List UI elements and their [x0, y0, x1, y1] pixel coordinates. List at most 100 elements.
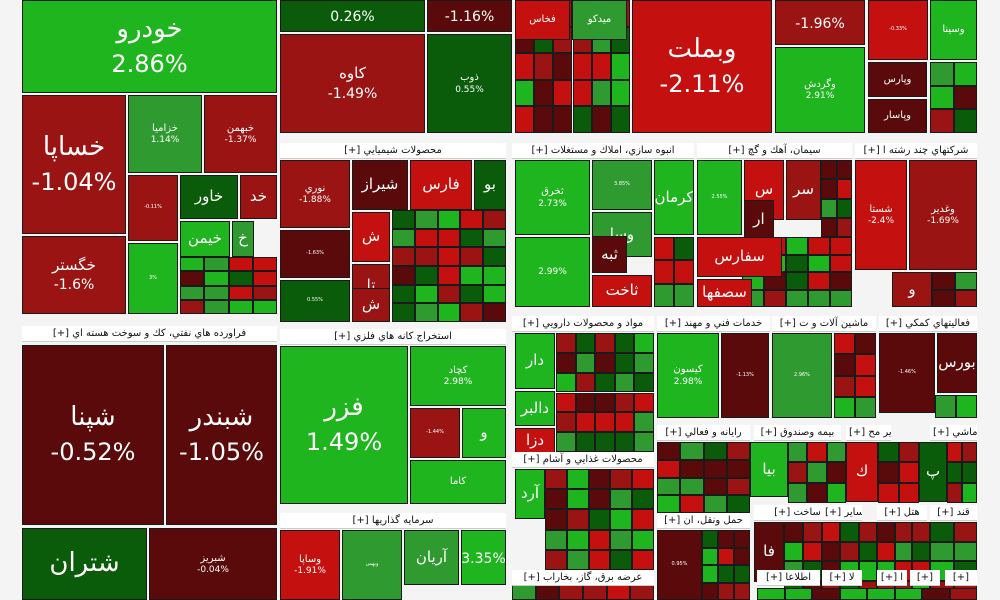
minor-stock-tile[interactable]: [718, 530, 734, 548]
minor-stock-tile[interactable]: [591, 53, 611, 80]
stock-tile[interactable]: و: [462, 408, 506, 458]
minor-stock-tile[interactable]: [614, 372, 635, 393]
minor-stock-tile[interactable]: [252, 271, 277, 286]
minor-stock-tile[interactable]: [460, 228, 484, 248]
minor-stock-tile[interactable]: [718, 582, 734, 600]
minor-stock-tile[interactable]: [632, 469, 654, 490]
stock-tile[interactable]: 2.96%: [772, 333, 832, 418]
minor-stock-tile[interactable]: [414, 284, 438, 304]
minor-stock-tile[interactable]: [803, 522, 822, 542]
minor-stock-tile[interactable]: [703, 459, 727, 478]
minor-stock-tile[interactable]: [595, 392, 615, 413]
minor-stock-tile[interactable]: [392, 303, 415, 322]
minor-stock-tile[interactable]: [726, 442, 750, 460]
minor-stock-tile[interactable]: [614, 432, 635, 452]
minor-stock-tile[interactable]: [572, 106, 592, 133]
minor-stock-tile[interactable]: [836, 198, 852, 218]
minor-stock-tile[interactable]: [572, 53, 592, 80]
stock-tile[interactable]: سفارس: [697, 237, 782, 277]
minor-stock-tile[interactable]: [614, 333, 635, 353]
stock-tile[interactable]: دزا: [515, 428, 555, 453]
minor-stock-tile[interactable]: [932, 289, 955, 307]
minor-stock-tile[interactable]: [566, 509, 589, 530]
minor-stock-tile[interactable]: [821, 198, 837, 218]
stock-tile[interactable]: 3.85%: [592, 160, 652, 210]
minor-stock-tile[interactable]: [953, 522, 977, 542]
sector-header[interactable]: [+] عرضه برق، گاز، بخاراب: [512, 570, 654, 586]
minor-stock-tile[interactable]: [610, 549, 633, 570]
minor-stock-tile[interactable]: [840, 541, 859, 561]
minor-stock-tile[interactable]: [228, 285, 253, 300]
stock-tile[interactable]: 0.95%: [657, 530, 702, 600]
stock-tile[interactable]: بورس: [937, 333, 977, 393]
stock-tile[interactable]: 0.55%: [280, 280, 350, 322]
stock-tile[interactable]: وبهمن: [342, 530, 402, 600]
minor-stock-tile[interactable]: [414, 247, 438, 266]
minor-stock-tile[interactable]: [836, 160, 852, 180]
minor-stock-tile[interactable]: [553, 79, 573, 107]
minor-stock-tile[interactable]: [534, 79, 554, 107]
minor-stock-tile[interactable]: [840, 522, 859, 542]
sector-header[interactable]: [+] رايانه و فعالي: [657, 425, 750, 441]
minor-stock-tile[interactable]: [834, 375, 855, 397]
stock-tile[interactable]: شستا -2.4%: [855, 160, 907, 270]
minor-stock-tile[interactable]: [680, 442, 704, 460]
stock-tile[interactable]: وساپا -1.91%: [280, 530, 340, 600]
minor-stock-tile[interactable]: [702, 547, 718, 565]
sector-header[interactable]: [+]: [910, 570, 940, 586]
sector-header[interactable]: [+]: [945, 570, 977, 586]
stock-tile[interactable]: آرد: [515, 469, 545, 519]
minor-stock-tile[interactable]: [654, 260, 674, 284]
minor-stock-tile[interactable]: [912, 522, 930, 542]
minor-stock-tile[interactable]: [734, 565, 750, 583]
minor-stock-tile[interactable]: [703, 477, 727, 496]
minor-stock-tile[interactable]: [808, 272, 830, 290]
minor-stock-tile[interactable]: [556, 392, 576, 413]
minor-stock-tile[interactable]: [610, 79, 630, 107]
stock-tile[interactable]: ميدكو: [572, 0, 627, 40]
minor-stock-tile[interactable]: [556, 432, 576, 452]
minor-stock-tile[interactable]: [878, 482, 899, 503]
minor-stock-tile[interactable]: [591, 106, 611, 133]
minor-stock-tile[interactable]: [515, 106, 535, 133]
stock-tile[interactable]: ثخرق 2.73%: [515, 160, 590, 235]
minor-stock-tile[interactable]: [657, 477, 681, 496]
stock-tile[interactable]: -0.33%: [868, 0, 928, 60]
minor-stock-tile[interactable]: [757, 588, 785, 600]
minor-stock-tile[interactable]: [784, 522, 803, 542]
minor-stock-tile[interactable]: [855, 375, 876, 397]
minor-stock-tile[interactable]: [858, 522, 877, 542]
stock-tile[interactable]: 2.55%: [697, 160, 742, 235]
minor-stock-tile[interactable]: [726, 477, 750, 496]
minor-stock-tile[interactable]: [822, 522, 841, 542]
sector-header[interactable]: [+] ساخت: [754, 505, 841, 521]
stock-tile[interactable]: 2.99%: [515, 237, 590, 307]
minor-stock-tile[interactable]: [784, 588, 812, 600]
minor-stock-tile[interactable]: [634, 432, 654, 452]
minor-stock-tile[interactable]: [855, 396, 876, 418]
minor-stock-tile[interactable]: [588, 469, 611, 490]
minor-stock-tile[interactable]: [855, 333, 876, 355]
minor-stock-tile[interactable]: [830, 272, 852, 290]
stock-tile[interactable]: 3.35%: [461, 530, 506, 585]
stock-tile[interactable]: -1.13%: [721, 333, 769, 418]
minor-stock-tile[interactable]: [566, 529, 589, 550]
minor-stock-tile[interactable]: [807, 442, 827, 463]
stock-tile[interactable]: خساپا -1.04%: [22, 95, 126, 234]
minor-stock-tile[interactable]: [935, 395, 956, 418]
minor-stock-tile[interactable]: [932, 272, 955, 290]
minor-stock-tile[interactable]: [545, 469, 567, 490]
sector-header[interactable]: [+] حمل ونقل، ان: [657, 513, 750, 529]
stock-tile[interactable]: كيسون 2.98%: [657, 333, 719, 418]
minor-stock-tile[interactable]: [834, 333, 855, 355]
minor-stock-tile[interactable]: [437, 266, 461, 285]
minor-stock-tile[interactable]: [703, 495, 727, 513]
minor-stock-tile[interactable]: [680, 459, 704, 478]
minor-stock-tile[interactable]: [556, 412, 576, 433]
minor-stock-tile[interactable]: [483, 266, 506, 285]
minor-stock-tile[interactable]: [858, 541, 877, 561]
minor-stock-tile[interactable]: [808, 254, 830, 272]
sector-header[interactable]: [+] فعاليتهاي كمكي: [879, 316, 977, 332]
stock-tile[interactable]: كرمان: [654, 160, 694, 235]
minor-stock-tile[interactable]: [575, 432, 596, 452]
